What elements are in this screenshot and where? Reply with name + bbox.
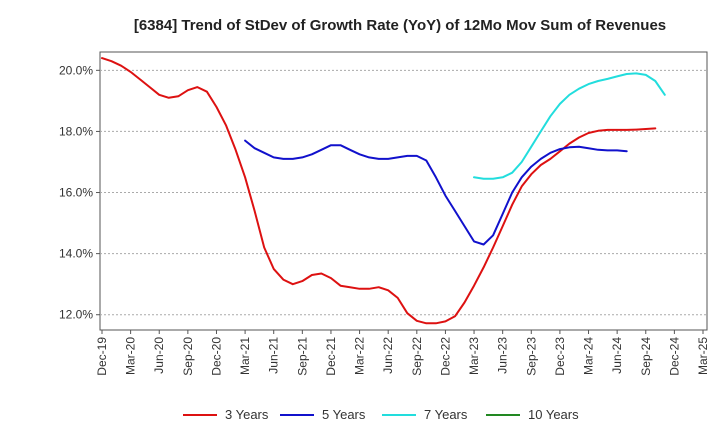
grid	[100, 69, 707, 316]
y-tick-label: 20.0%	[59, 63, 93, 77]
x-tick-label: Dec-21	[324, 337, 338, 376]
x-tick-label: Dec-22	[438, 337, 452, 376]
y-axis: 12.0% 14.0% 16.0% 18.0% 20.0%	[59, 63, 100, 322]
series-lines	[101, 57, 666, 325]
legend-label: 5 Years	[322, 407, 366, 422]
y-tick-label: 18.0%	[59, 124, 93, 138]
plot-area	[99, 51, 708, 331]
legend[interactable]: 3 Years 5 Years 7 Years 10 Years	[183, 407, 579, 422]
x-tick-label: Dec-24	[667, 337, 681, 376]
x-tick-label: Sep-24	[639, 337, 653, 376]
x-tick-label: Jun-22	[381, 337, 395, 374]
x-tick-label: Mar-21	[238, 337, 252, 375]
x-tick-label: Dec-20	[209, 337, 223, 376]
y-tick-label: 14.0%	[59, 247, 93, 261]
x-tick-label: Sep-20	[181, 337, 195, 376]
series-line-7-years	[473, 72, 666, 180]
legend-label: 10 Years	[528, 407, 579, 422]
x-axis: Dec-19 Mar-20 Jun-20 Sep-20 Dec-20 Mar-21 Jun-…	[95, 330, 710, 376]
x-tick-label: Jun-23	[496, 337, 510, 374]
x-tick-label: Sep-22	[410, 337, 424, 376]
y-tick-label: 16.0%	[59, 186, 93, 200]
chart-title: [6384] Trend of StDev of Growth Rate (Yo…	[134, 17, 666, 34]
x-tick-label: Mar-23	[467, 337, 481, 375]
x-tick-label: Mar-24	[582, 337, 596, 375]
x-tick-label: Jun-24	[610, 337, 624, 374]
series-line-5-years	[244, 139, 628, 246]
x-tick-label: Mar-22	[353, 337, 367, 375]
x-tick-label: Sep-23	[524, 337, 538, 376]
x-tick-label: Jun-21	[267, 337, 281, 374]
x-tick-label: Dec-19	[95, 337, 109, 376]
x-tick-label: Jun-20	[152, 337, 166, 374]
x-tick-label: Mar-25	[696, 337, 710, 375]
x-tick-label: Sep-21	[295, 337, 309, 376]
legend-label: 7 Years	[424, 407, 468, 422]
legend-label: 3 Years	[225, 407, 269, 422]
x-tick-label: Mar-20	[124, 337, 138, 375]
x-tick-label: Dec-23	[553, 337, 567, 376]
y-tick-label: 12.0%	[59, 308, 93, 322]
